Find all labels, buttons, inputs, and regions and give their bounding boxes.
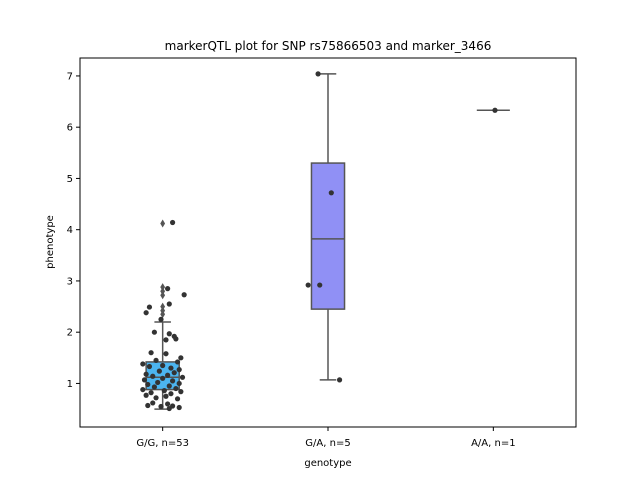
data-point [174,359,181,365]
data-point [174,396,181,402]
data-point [165,372,171,378]
data-point [179,374,186,380]
data-point [158,403,164,410]
data-point [143,392,149,398]
data-point [150,373,156,379]
y-tick-label: 6 [67,123,73,134]
data-point [148,390,154,396]
data-point [163,351,169,357]
x-tick-label: G/A, n=5 [305,438,350,449]
outlier-marker [160,283,166,292]
data-point [150,400,156,406]
data-point [156,368,162,374]
data-point [317,282,323,288]
data-point [166,405,172,412]
data-point [171,370,177,376]
data-point [173,336,179,342]
data-point [160,362,166,369]
data-point [158,316,164,322]
data-point [169,219,176,226]
data-point [165,286,171,292]
data-point [151,329,157,335]
data-point [163,337,169,343]
data-point [305,282,311,288]
data-point [146,363,153,370]
data-point [140,361,146,367]
data-point [151,384,157,390]
data-point [492,107,498,113]
data-point [153,395,159,401]
data-point [178,389,184,395]
y-tick-label: 5 [67,174,73,185]
strip-points [305,71,343,383]
data-point [161,388,167,394]
data-point [145,402,151,409]
data-point [153,357,159,363]
data-point [168,365,174,371]
y-tick-label: 2 [67,328,73,339]
data-point [140,386,146,393]
y-tick-label: 7 [67,71,73,82]
data-point [163,393,169,399]
data-point [146,304,153,310]
data-point [143,371,149,377]
outlier-marker [160,219,166,228]
data-point [155,379,161,386]
data-point [173,385,179,392]
x-axis: G/G, n=53 G/A, n=5 A/A, n=1 [136,427,516,449]
plot-area [140,71,510,412]
data-point [168,391,174,397]
x-tick-label: G/G, n=53 [136,438,189,449]
data-point [165,401,171,407]
box-iqr [310,162,346,310]
data-point [178,355,184,361]
data-point [166,301,172,307]
data-point [148,350,154,356]
outlier-marker [160,291,166,300]
data-point [145,381,151,388]
data-point [166,331,172,337]
y-axis: 1 2 3 4 5 6 7 [67,71,80,390]
outlier-marker [160,306,166,315]
chart-title: markerQTL plot for SNP rs75866503 and ma… [165,39,492,53]
x-axis-label: genotype [304,458,351,469]
data-point [176,404,182,411]
y-tick-label: 1 [67,379,73,390]
data-point [169,378,176,384]
outlier-marker [160,302,166,311]
data-point [166,383,172,389]
strip-points [140,219,187,412]
data-point [315,71,321,77]
y-tick-label: 3 [67,276,73,287]
data-point [336,377,343,383]
data-point [181,292,187,298]
y-tick-label: 4 [67,225,73,236]
data-point [176,380,182,387]
box-group [310,73,346,381]
y-axis-label: phenotype [45,215,56,269]
outlier-marker [160,287,166,296]
x-tick-label: A/A, n=1 [471,438,516,449]
data-point [160,375,166,381]
data-point [143,310,149,316]
data-point [141,377,148,383]
data-point [176,367,182,373]
data-point [328,190,334,196]
strip-points [492,107,498,113]
